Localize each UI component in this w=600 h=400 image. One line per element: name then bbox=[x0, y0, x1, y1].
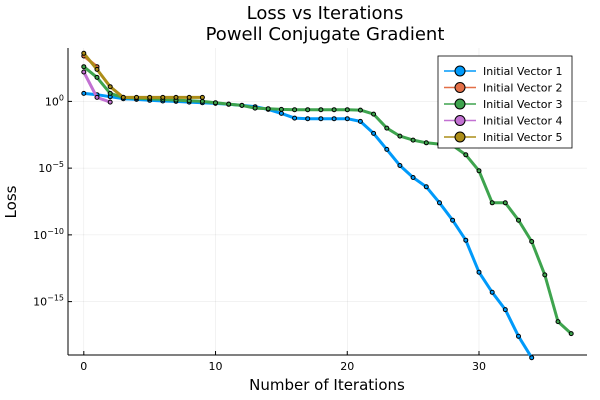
y-tick-label: 10−5 bbox=[38, 160, 64, 175]
data-point bbox=[344, 107, 350, 113]
legend-marker bbox=[454, 82, 466, 93]
x-tick-label: 20 bbox=[340, 360, 354, 373]
data-point bbox=[199, 98, 205, 104]
x-tick-label: 0 bbox=[80, 360, 87, 373]
data-point bbox=[199, 94, 205, 100]
data-point bbox=[134, 94, 139, 100]
series-5 bbox=[81, 50, 205, 100]
axes bbox=[67, 48, 587, 356]
data-point bbox=[476, 168, 482, 174]
data-point bbox=[502, 200, 508, 206]
data-point bbox=[568, 331, 574, 337]
data-point bbox=[529, 239, 535, 244]
data-point bbox=[318, 107, 324, 113]
data-point bbox=[147, 94, 153, 100]
data-point bbox=[213, 100, 218, 106]
legend-marker bbox=[454, 131, 466, 143]
legend-marker bbox=[454, 65, 466, 77]
series-line bbox=[82, 52, 203, 99]
data-point bbox=[81, 50, 87, 56]
data-point bbox=[94, 66, 100, 72]
data-point bbox=[94, 74, 100, 80]
data-point bbox=[397, 163, 403, 168]
plot-area bbox=[81, 50, 574, 361]
tick-labels: 0 10 20 30 100 10−5 10−10 10−15 bbox=[33, 93, 486, 373]
data-point bbox=[476, 269, 482, 275]
data-point bbox=[397, 133, 403, 139]
chart-subtitle: Powell Conjugate Gradient bbox=[206, 24, 445, 45]
data-point bbox=[357, 118, 363, 124]
data-point bbox=[94, 94, 100, 100]
data-point bbox=[516, 333, 521, 339]
data-point bbox=[305, 116, 311, 122]
data-point bbox=[516, 217, 521, 223]
data-point bbox=[107, 84, 113, 90]
x-axis-label: Number of Iterations bbox=[249, 376, 405, 394]
data-point bbox=[555, 319, 561, 325]
y-tick-label: 10−10 bbox=[33, 227, 64, 242]
y-axis-label: Loss bbox=[2, 185, 20, 218]
data-point bbox=[107, 99, 113, 105]
data-point bbox=[463, 237, 469, 243]
data-point bbox=[331, 116, 337, 122]
data-point bbox=[292, 115, 298, 121]
data-point bbox=[81, 90, 87, 96]
data-point bbox=[542, 272, 548, 278]
data-point bbox=[437, 200, 442, 206]
data-point bbox=[305, 107, 311, 113]
legend-label: Initial Vector 5 bbox=[483, 131, 562, 144]
data-point bbox=[81, 69, 87, 75]
data-point bbox=[331, 107, 337, 113]
data-point bbox=[226, 101, 232, 107]
data-point bbox=[384, 125, 390, 131]
legend-marker bbox=[454, 98, 466, 110]
y-tick-label: 100 bbox=[45, 93, 64, 108]
data-point bbox=[278, 110, 284, 116]
legend: Initial Vector 1 Initial Vector 2 Initial … bbox=[437, 55, 573, 149]
data-point bbox=[107, 90, 113, 96]
data-point bbox=[502, 307, 508, 313]
data-point bbox=[318, 116, 324, 122]
data-point bbox=[463, 152, 469, 158]
data-point bbox=[292, 107, 298, 113]
data-point bbox=[450, 217, 456, 223]
series-4 bbox=[81, 69, 113, 105]
data-point bbox=[186, 94, 192, 100]
data-point bbox=[384, 146, 390, 152]
legend-label: Initial Vector 3 bbox=[483, 98, 562, 111]
legend-label: Initial Vector 2 bbox=[483, 82, 562, 95]
data-point bbox=[120, 94, 126, 100]
x-tick-label: 30 bbox=[472, 360, 486, 373]
legend-marker bbox=[454, 115, 466, 126]
data-point bbox=[252, 105, 258, 111]
data-point bbox=[489, 289, 495, 295]
data-point bbox=[423, 184, 429, 190]
legend-label: Initial Vector 1 bbox=[483, 65, 562, 78]
data-point bbox=[371, 111, 377, 117]
data-point bbox=[410, 137, 416, 143]
y-tick-label: 10−15 bbox=[33, 294, 64, 309]
data-point bbox=[173, 94, 179, 100]
data-point bbox=[371, 130, 377, 136]
data-point bbox=[489, 200, 495, 206]
legend-label: Initial Vector 4 bbox=[483, 115, 562, 128]
x-tick-label: 10 bbox=[209, 360, 223, 373]
data-point bbox=[344, 116, 350, 122]
chart-title: Loss vs Iterations bbox=[247, 3, 404, 24]
data-point bbox=[160, 94, 166, 100]
data-point bbox=[278, 106, 284, 112]
data-point bbox=[357, 107, 363, 113]
data-point bbox=[239, 102, 245, 108]
data-point bbox=[423, 140, 429, 146]
data-point bbox=[529, 355, 535, 361]
data-point bbox=[410, 175, 416, 180]
data-point bbox=[81, 64, 87, 70]
data-point bbox=[265, 106, 271, 112]
